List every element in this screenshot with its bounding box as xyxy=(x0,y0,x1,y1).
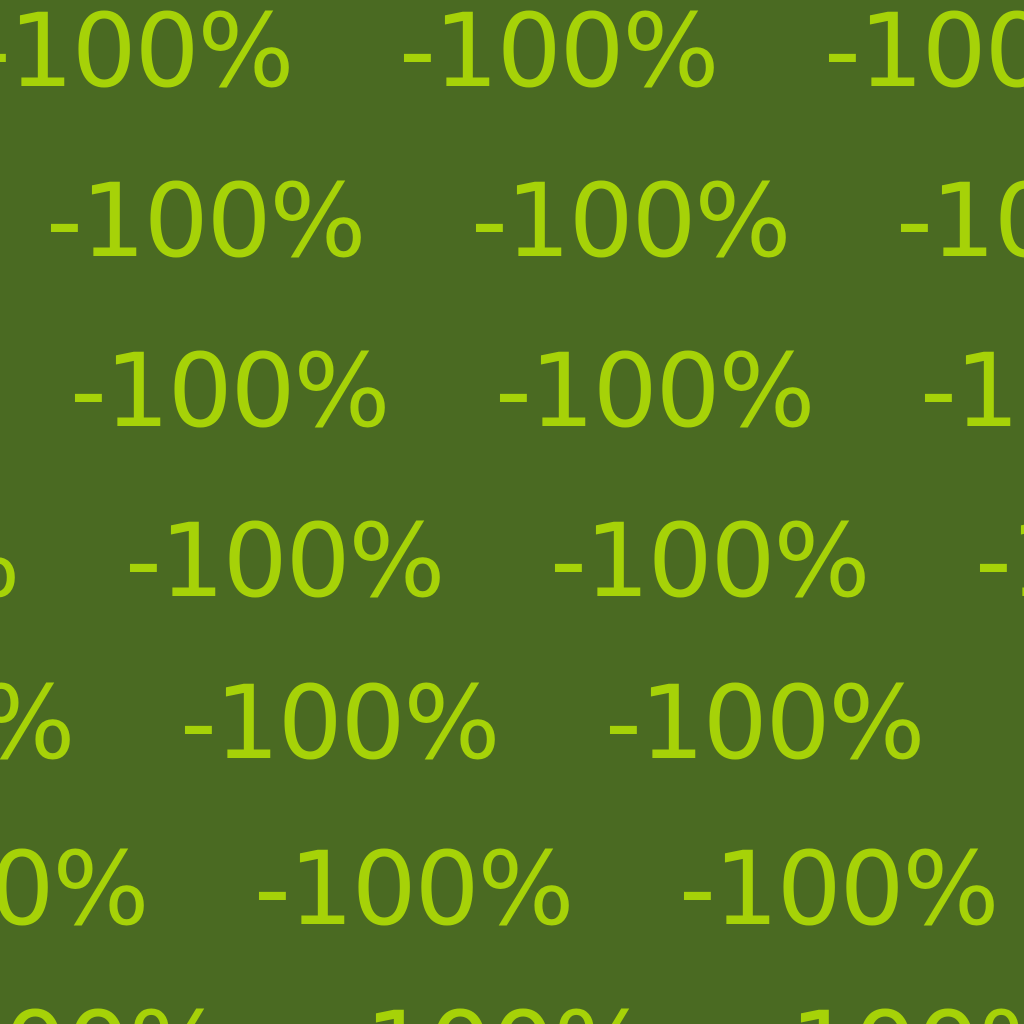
pattern-text: -100% xyxy=(125,502,445,621)
pattern-text: -100% xyxy=(0,502,20,622)
pattern-text: -100% xyxy=(920,332,1024,451)
pattern-text: -100% xyxy=(0,830,149,949)
pattern-text: -100% xyxy=(70,332,390,451)
pattern-text: -100% xyxy=(679,830,999,949)
pattern-text: -100% xyxy=(471,162,791,281)
pattern-text: -100% xyxy=(0,990,225,1024)
pattern-text: -100% xyxy=(975,502,1024,621)
pattern-text: -100% xyxy=(605,664,925,783)
pattern-text: -100% xyxy=(896,162,1024,281)
pattern-text: -100% xyxy=(824,0,1024,111)
pattern-text: -100% xyxy=(330,990,650,1024)
pattern-text: -100% xyxy=(399,0,719,111)
pattern-text: -100% xyxy=(0,664,75,784)
pattern-text: -100% xyxy=(180,664,500,783)
pattern-text: -100% xyxy=(755,990,1024,1024)
pattern-text: -100% xyxy=(495,332,815,451)
pattern-text: -100% xyxy=(0,0,294,111)
pattern-text: -100% xyxy=(254,830,574,949)
pattern-text: -100% xyxy=(550,502,870,621)
pattern-text: -100% xyxy=(46,162,366,281)
